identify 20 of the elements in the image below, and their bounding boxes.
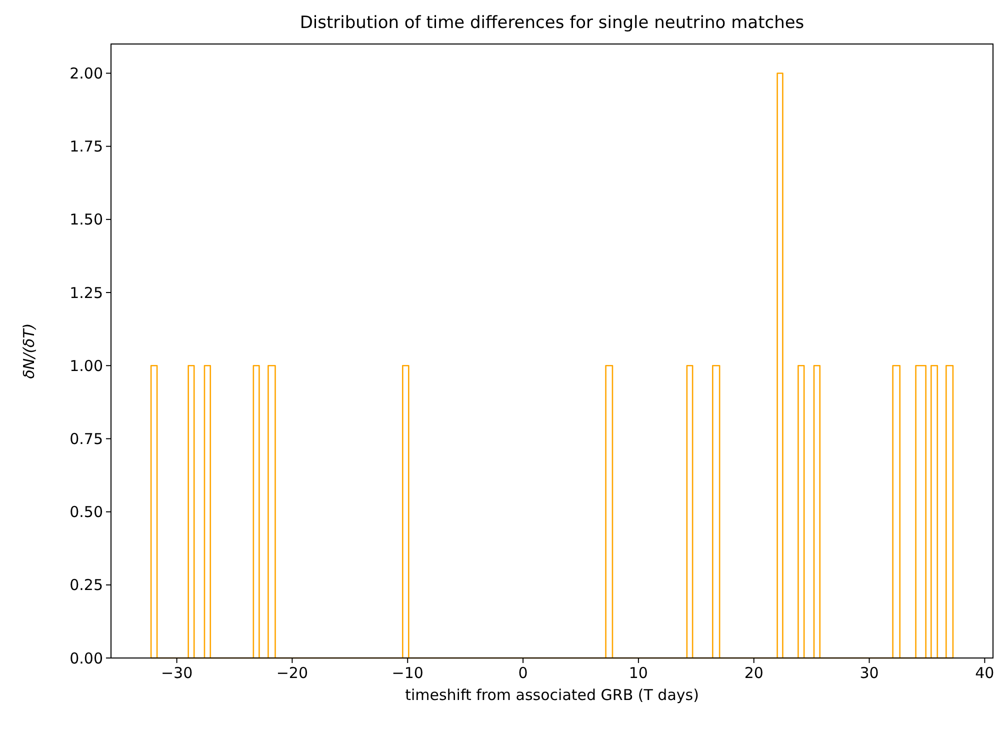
x-tick-label: −10: [392, 664, 424, 682]
x-tick-label: −30: [160, 664, 193, 682]
y-tick-label: 1.75: [70, 138, 103, 156]
y-axis-title: δN/(δT): [20, 323, 38, 379]
chart-title: Distribution of time differences for single neutrino matches: [300, 13, 804, 33]
y-tick-label: 0.50: [70, 503, 103, 522]
y-tick-label: 0.75: [70, 430, 103, 448]
y-tick-label: 1.25: [70, 284, 103, 302]
x-tick-label: −20: [276, 664, 308, 682]
y-tick-label: 0.00: [70, 649, 103, 668]
y-tick-label: 0.25: [70, 576, 103, 594]
y-tick-label: 1.00: [70, 356, 103, 375]
x-tick-label: 10: [628, 664, 648, 682]
y-tick-label: 2.00: [70, 64, 103, 82]
x-tick-label: 30: [860, 664, 879, 682]
x-tick-label: 0: [518, 664, 528, 682]
x-tick-label: 40: [975, 664, 994, 682]
x-axis-title: timeshift from associated GRB (T days): [405, 686, 699, 704]
x-tick-label: 20: [744, 664, 764, 682]
y-tick-label: 1.50: [70, 210, 103, 229]
